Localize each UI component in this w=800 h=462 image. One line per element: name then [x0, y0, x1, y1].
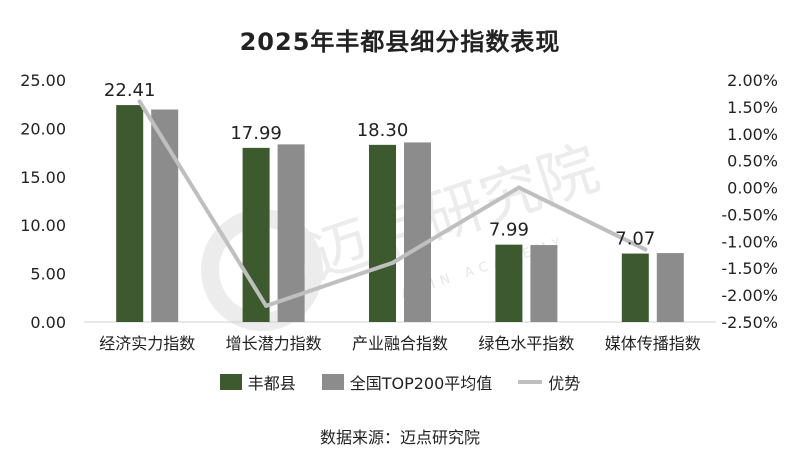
legend-swatch — [219, 374, 242, 390]
y-right-tick-label: -2.00% — [721, 286, 778, 305]
y-right-tick-label: 2.00% — [727, 71, 778, 90]
bar-county — [116, 105, 144, 322]
x-tick-label: 产业融合指数 — [352, 334, 448, 353]
line-point — [390, 260, 395, 265]
source-note: 数据来源：迈点研究院 — [319, 428, 480, 447]
x-tick-label: 经济实力指数 — [99, 334, 195, 353]
bar-average — [656, 253, 684, 322]
bar-county — [369, 144, 396, 322]
data-label: 17.99 — [230, 123, 282, 144]
x-tick-label: 绿色水平指数 — [478, 334, 574, 353]
y-left-tick-label: 15.00 — [20, 168, 66, 187]
line-point — [516, 185, 521, 190]
data-label: 7.07 — [615, 229, 655, 250]
line-point — [137, 99, 142, 104]
x-tick-label: 媒体传播指数 — [605, 334, 701, 353]
data-label: 22.41 — [104, 80, 156, 101]
legend-label: 优势 — [548, 374, 581, 393]
legend-swatch — [518, 380, 543, 384]
legend-label: 全国TOP200平均值 — [349, 374, 493, 393]
labels: 22.41 17.99 18.30 7.99 7.07 — [104, 80, 655, 249]
y-right-tick-label: 1.50% — [727, 98, 778, 117]
y-left-tick-label: 10.00 — [20, 216, 66, 235]
y-right-tick-label: -0.50% — [721, 205, 778, 224]
bar-county — [495, 244, 523, 322]
data-label: 18.30 — [357, 120, 409, 141]
y-right-tick-label: -1.50% — [721, 259, 778, 278]
y-left-tick-label: 0.00 — [30, 313, 66, 332]
y-right-tick-label: 0.00% — [727, 179, 778, 198]
y-left-tick-label: 20.00 — [20, 119, 66, 138]
x-tick-label: 增长潜力指数 — [226, 334, 322, 353]
line-point — [643, 247, 648, 252]
line-point — [264, 303, 269, 308]
y-right-tick-label: -2.50% — [721, 313, 778, 332]
legend: 丰都县 全国TOP200平均值 优势 — [0, 370, 800, 394]
legend-item: 丰都县 — [219, 370, 296, 394]
line-layer — [137, 99, 648, 308]
legend-item: 优势 — [518, 370, 580, 394]
y-right-tick-label: 1.00% — [727, 125, 778, 144]
bar-county — [621, 253, 649, 322]
axes: 0.00 5.00 10.00 15.00 20.00 25.00 -2.50% -2.00%… — [20, 71, 778, 353]
legend-swatch — [321, 374, 344, 390]
chart-title: 2025年丰都县细分指数表现 — [239, 28, 561, 56]
legend-item: 全国TOP200平均值 — [321, 370, 493, 394]
bars — [116, 105, 684, 322]
y-right-tick-label: -1.00% — [721, 232, 778, 251]
bar-county — [242, 147, 270, 322]
legend-label: 丰都县 — [247, 374, 296, 393]
y-right-tick-label: 0.50% — [727, 152, 778, 171]
bar-average — [530, 245, 558, 322]
bar-average — [404, 142, 431, 322]
y-left-tick-label: 25.00 — [20, 71, 66, 90]
data-label: 7.99 — [489, 220, 529, 241]
y-left-tick-label: 5.00 — [30, 265, 66, 284]
